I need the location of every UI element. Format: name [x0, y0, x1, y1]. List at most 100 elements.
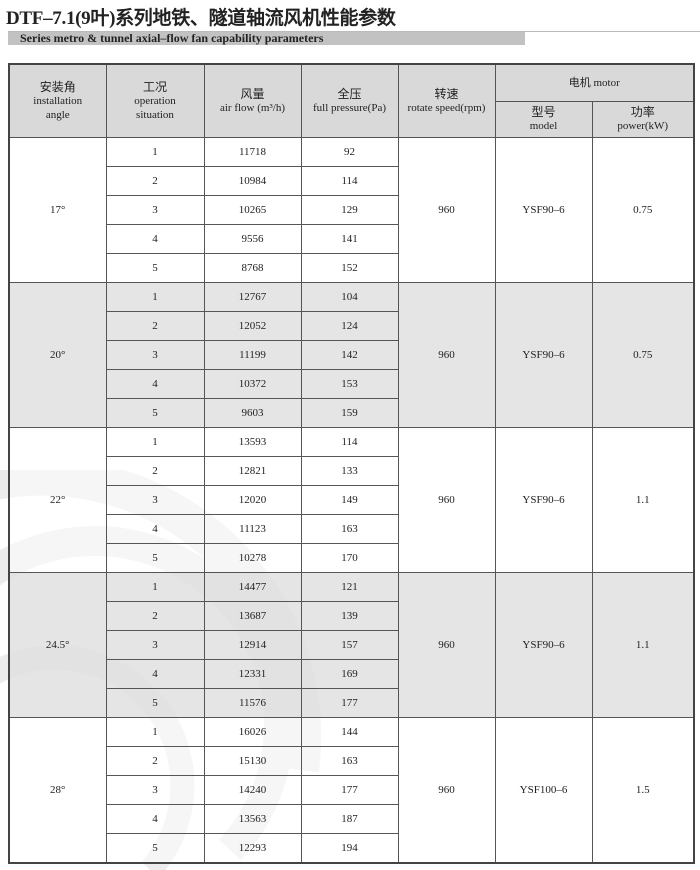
pressure-cell: 177 — [300, 774, 399, 805]
airflow-cell: 14477 — [203, 571, 302, 602]
airflow-cell: 11576 — [203, 687, 302, 718]
col-header-situation: 工况 operation situation — [105, 63, 205, 138]
speed-cell: 960 — [397, 136, 496, 283]
page-subtitle: Series metro & tunnel axial–flow fan cap… — [20, 31, 324, 45]
pressure-cell: 194 — [300, 832, 399, 863]
airflow-cell: 12821 — [203, 455, 302, 486]
table-row: 3 11199 142 — [9, 339, 694, 370]
airflow-cell: 10984 — [203, 165, 302, 196]
airflow-zh: 风量 — [240, 86, 265, 101]
airflow-cell: 12293 — [203, 832, 302, 863]
airflow-cell: 9603 — [203, 397, 302, 428]
angle-cell: 22° — [8, 426, 107, 573]
angle-en1: installation — [33, 94, 83, 107]
power-en: power(kW) — [617, 120, 669, 132]
table-row: 4 10372 153 — [9, 368, 694, 399]
pressure-cell: 104 — [300, 281, 399, 312]
situation-cell: 1 — [105, 281, 205, 312]
table-row: 4 12331 169 — [9, 658, 694, 689]
table-row: 20° 1 12767 104 960 YSF90–6 0.75 — [8, 281, 695, 428]
table-row: 2 13687 139 — [9, 600, 694, 631]
situation-cell: 2 — [105, 600, 205, 631]
angle-cell: 24.5° — [8, 571, 107, 718]
pressure-cell: 149 — [300, 484, 399, 515]
situation-cell: 5 — [105, 542, 205, 573]
model-cell: YSF90–6 — [494, 281, 593, 428]
speed-en: rotate speed(rpm) — [407, 101, 486, 114]
col-header-motor: 电机 motor — [494, 63, 695, 102]
power-cell: 1.1 — [591, 571, 695, 718]
situation-cell: 3 — [105, 484, 205, 515]
airflow-cell: 12020 — [203, 484, 302, 515]
speed-cell: 960 — [397, 426, 496, 573]
table-row: 2 12821 133 — [9, 455, 694, 486]
situation-cell: 1 — [105, 571, 205, 602]
angle-cell: 20° — [8, 281, 107, 428]
col-header-power: 功率 power(kW) — [591, 100, 695, 138]
col-header-speed: 转速 rotate speed(rpm) — [397, 63, 496, 138]
situation-cell: 4 — [105, 513, 205, 544]
pressure-cell: 163 — [300, 745, 399, 776]
col-header-airflow: 风量 air flow (m³/h) — [203, 63, 302, 138]
airflow-cell: 11123 — [203, 513, 302, 544]
power-cell: 0.75 — [591, 136, 695, 283]
pressure-cell: 124 — [300, 310, 399, 341]
angle-cell: 28° — [8, 716, 107, 863]
pressure-cell: 153 — [300, 368, 399, 399]
col-header-model: 型号 model — [494, 100, 593, 138]
airflow-cell: 13593 — [203, 426, 302, 457]
airflow-cell: 10372 — [203, 368, 302, 399]
situation-cell: 2 — [105, 165, 205, 196]
airflow-cell: 15130 — [203, 745, 302, 776]
table-row: 3 12020 149 — [9, 484, 694, 515]
situation-cell: 5 — [105, 397, 205, 428]
title-divider — [8, 31, 700, 32]
pressure-cell: 133 — [300, 455, 399, 486]
speed-cell: 960 — [397, 571, 496, 718]
pressure-cell: 92 — [300, 136, 399, 167]
situation-cell: 1 — [105, 716, 205, 747]
situation-en2: situation — [136, 108, 174, 121]
table-row: 2 10984 114 — [9, 165, 694, 196]
table-row: 5 11576 177 — [9, 687, 694, 718]
situation-cell: 5 — [105, 687, 205, 718]
situation-cell: 5 — [105, 252, 205, 283]
pressure-cell: 121 — [300, 571, 399, 602]
airflow-cell: 13563 — [203, 803, 302, 834]
airflow-cell: 13687 — [203, 600, 302, 631]
performance-table: 安装角 installation angle 工况 operation situ… — [8, 63, 695, 864]
angle-zh: 安装角 — [39, 79, 76, 94]
situation-cell: 2 — [105, 455, 205, 486]
speed-cell: 960 — [397, 716, 496, 863]
table-row: 5 12293 194 — [9, 832, 694, 863]
table-row: 24.5° 1 14477 121 960 YSF90–6 1.1 — [8, 571, 695, 718]
table-row: 2 15130 163 — [9, 745, 694, 776]
speed-zh: 转速 — [434, 86, 459, 101]
airflow-cell: 12331 — [203, 658, 302, 689]
model-cell: YSF90–6 — [494, 571, 593, 718]
situation-cell: 3 — [105, 194, 205, 225]
situation-cell: 4 — [105, 658, 205, 689]
table-row: 3 12914 157 — [9, 629, 694, 660]
airflow-cell: 12052 — [203, 310, 302, 341]
situation-cell: 1 — [105, 136, 205, 167]
airflow-cell: 10265 — [203, 194, 302, 225]
table-row: 5 10278 170 — [9, 542, 694, 573]
page-title: DTF–7.1(9叶)系列地铁、隧道轴流风机性能参数 — [6, 8, 396, 29]
airflow-cell: 11199 — [203, 339, 302, 370]
subtitle-bar — [8, 32, 525, 45]
pressure-cell: 152 — [300, 252, 399, 283]
pressure-cell: 114 — [300, 165, 399, 196]
airflow-en: air flow (m³/h) — [219, 101, 285, 114]
model-cell: YSF90–6 — [494, 426, 593, 573]
table-row: 17° 1 11718 92 960 YSF90–6 0.75 — [8, 136, 695, 283]
situation-cell: 4 — [105, 368, 205, 399]
power-cell: 1.5 — [591, 716, 695, 863]
pressure-cell: 187 — [300, 803, 399, 834]
situation-cell: 3 — [105, 629, 205, 660]
pressure-cell: 170 — [300, 542, 399, 573]
table-body: 17° 1 11718 92 960 YSF90–6 0.75 2 10984 114 3 10265… — [8, 136, 695, 863]
airflow-cell: 9556 — [203, 223, 302, 254]
col-header-angle: 安装角 installation angle — [8, 63, 107, 138]
airflow-cell: 12767 — [203, 281, 302, 312]
